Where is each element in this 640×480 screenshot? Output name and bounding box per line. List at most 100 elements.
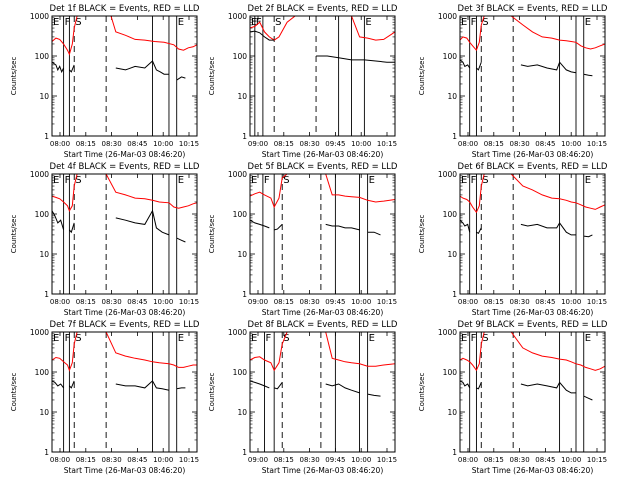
x-tick-label: 08:45 [535, 456, 555, 464]
event-marker-label: F [65, 17, 71, 28]
x-tick-label: 08:15 [274, 298, 294, 306]
events-series-line [325, 383, 360, 394]
panel-title: Det 8f BLACK = Events, RED = LLD [248, 320, 398, 330]
lld-series-line [459, 15, 606, 52]
event-marker-label: F [266, 333, 272, 344]
lld-series-line [249, 15, 396, 41]
x-tick-label: 10:15 [587, 456, 607, 464]
events-series-line [520, 61, 577, 74]
events-series-line [583, 395, 593, 401]
y-tick-label: 10 [447, 250, 457, 259]
x-tick-label: 08:00 [458, 140, 478, 148]
lld-series-line [459, 173, 606, 214]
events-series-line [520, 221, 576, 236]
y-tick-label: 100 [443, 368, 458, 377]
events-series-line [176, 76, 186, 81]
x-tick-label: 08:15 [76, 456, 96, 464]
y-tick-label: 100 [35, 210, 50, 219]
events-series-line [583, 234, 593, 238]
event-marker-label: F [471, 175, 477, 186]
event-marker-label: S [75, 333, 81, 344]
event-marker-label: F [264, 175, 270, 186]
x-axis-label: Start Time (26-Mar-03 08:46:20) [64, 308, 186, 317]
events-series-line [249, 219, 270, 229]
event-marker-label: E [365, 17, 371, 28]
events-series-line [476, 227, 482, 234]
event-marker-label: E [585, 175, 591, 186]
x-tick-label: 08:00 [50, 456, 70, 464]
events-series-line [459, 59, 471, 69]
y-tick-label: 100 [35, 52, 50, 61]
panel-title: Det 2f BLACK = Events, RED = LLD [248, 4, 398, 14]
y-tick-label: 1000 [30, 328, 49, 337]
y-tick-label: 1 [44, 448, 49, 457]
y-tick-label: 1000 [228, 328, 247, 337]
event-marker-label: E [461, 333, 467, 344]
events-series-line [583, 73, 593, 77]
events-series-line [476, 62, 482, 71]
panel-title: Det 6f BLACK = Events, RED = LLD [458, 162, 608, 172]
event-marker-label: E [178, 17, 184, 28]
event-marker-label: E [461, 175, 467, 186]
y-tick-label: 1000 [438, 328, 457, 337]
event-marker-label: S [482, 175, 488, 186]
event-marker-label: F [65, 175, 71, 186]
events-series-line [325, 223, 360, 231]
x-tick-label: 10:00 [153, 456, 173, 464]
x-tick-label: 09:45 [325, 298, 345, 306]
x-tick-label: 08:00 [458, 298, 478, 306]
event-marker-label: E [369, 333, 375, 344]
x-tick-label: 10:00 [351, 140, 371, 148]
events-series-line [367, 393, 381, 397]
y-axis-label: Counts/sec [418, 57, 426, 96]
events-series-line [51, 380, 65, 389]
x-axis-label: Start Time (26-Mar-03 08:46:20) [64, 466, 186, 475]
x-tick-label: 09:00 [248, 140, 268, 148]
x-tick-label: 10:15 [587, 140, 607, 148]
lld-series-line [459, 331, 606, 372]
events-series-line [51, 210, 65, 231]
x-tick-label: 08:45 [127, 298, 147, 306]
event-marker-label: F [65, 333, 71, 344]
detector-panel: Det 6f BLACK = Events, RED = LLD Counts/s… [418, 162, 608, 317]
x-tick-label: 10:00 [561, 298, 581, 306]
x-tick-label: 09:45 [325, 456, 345, 464]
x-tick-label: 08:15 [76, 298, 96, 306]
x-tick-label: 08:30 [102, 298, 122, 306]
lld-series-line [51, 15, 198, 56]
y-tick-label: 10 [447, 408, 457, 417]
x-tick-label: 10:15 [587, 298, 607, 306]
y-tick-label: 10 [237, 250, 247, 259]
y-tick-label: 100 [443, 210, 458, 219]
panel-title: Det 7f BLACK = Events, RED = LLD [50, 320, 200, 330]
y-tick-label: 1000 [30, 170, 49, 179]
events-series-line [115, 60, 169, 75]
x-tick-label: 10:00 [351, 456, 371, 464]
panel-title: Det 3f BLACK = Events, RED = LLD [458, 4, 608, 14]
plot-frame [51, 331, 198, 453]
y-axis-label: Counts/sec [418, 215, 426, 254]
y-tick-label: 100 [233, 210, 248, 219]
x-tick-label: 08:15 [484, 298, 504, 306]
x-tick-label: 10:15 [179, 298, 199, 306]
panel-title: Det 9f BLACK = Events, RED = LLD [458, 320, 608, 330]
x-tick-label: 08:30 [510, 298, 530, 306]
plot-frame [249, 173, 396, 295]
x-axis-label: Start Time (26-Mar-03 08:46:20) [472, 308, 594, 317]
x-axis-label: Start Time (26-Mar-03 08:46:20) [472, 466, 594, 475]
events-series-line [69, 380, 75, 389]
y-tick-label: 10 [237, 92, 247, 101]
y-tick-label: 10 [39, 92, 49, 101]
events-series-line [367, 231, 381, 236]
y-tick-label: 100 [443, 52, 458, 61]
panel-title: Det 5f BLACK = Events, RED = LLD [248, 162, 398, 172]
event-marker-label: E [585, 333, 591, 344]
x-tick-label: 10:15 [179, 140, 199, 148]
x-tick-label: 10:00 [153, 298, 173, 306]
y-axis-label: Counts/sec [208, 215, 216, 254]
x-tick-label: 08:15 [484, 140, 504, 148]
x-tick-label: 08:45 [535, 140, 555, 148]
detector-panel: Det 5f BLACK = Events, RED = LLD Counts/s… [208, 162, 398, 317]
